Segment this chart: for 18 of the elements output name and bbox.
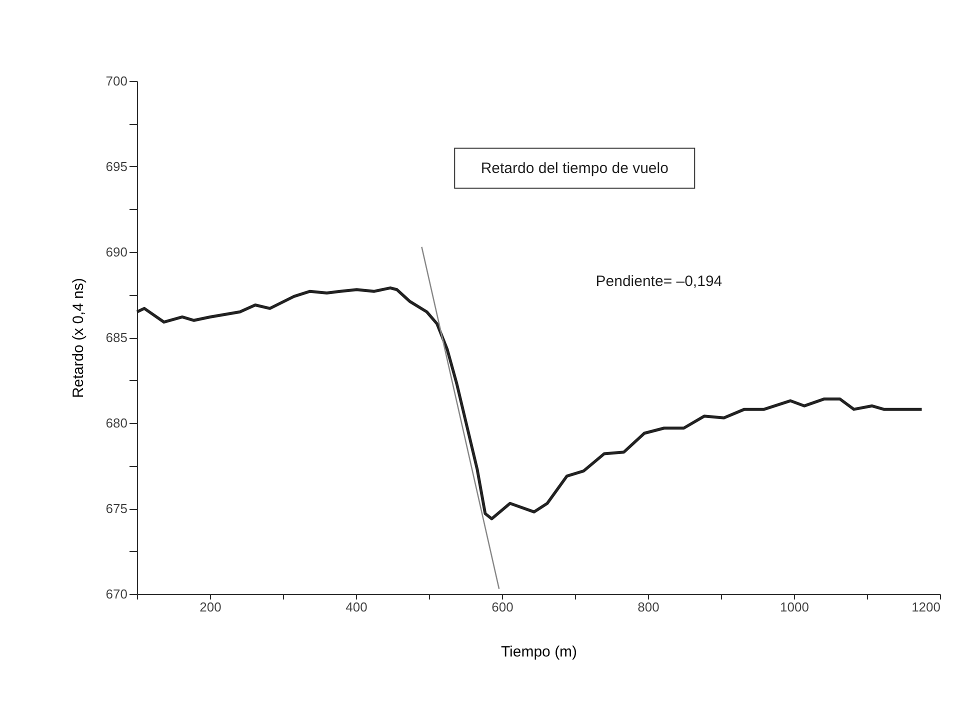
x-tick-label: 1200 — [912, 600, 940, 614]
x-axis-title: Tiempo (m) — [500, 644, 578, 660]
y-axis-title: Retardo (x 0,4 ns) — [70, 278, 87, 398]
x-tick-label: 400 — [346, 600, 368, 614]
y-tick-label: 680 — [106, 416, 128, 430]
y-tick-label: 690 — [106, 244, 128, 260]
x-tick-label: 200 — [200, 600, 222, 614]
x-tick-label: 1000 — [780, 600, 809, 614]
y-tick-label: 695 — [106, 159, 128, 174]
y-tick-label: 685 — [106, 330, 128, 345]
line-series — [136, 286, 924, 520]
x-tick-label: 800 — [638, 600, 660, 614]
y-tick-label: 670 — [106, 586, 128, 602]
y-tick-label: 675 — [106, 501, 128, 516]
annotation: Retardo del tiempo de vuelo — [480, 160, 668, 178]
annotation: Pendiente= –0,194 — [596, 273, 722, 290]
x-tick-label: 600 — [492, 600, 514, 614]
y-tick-label: 700 — [106, 74, 128, 88]
